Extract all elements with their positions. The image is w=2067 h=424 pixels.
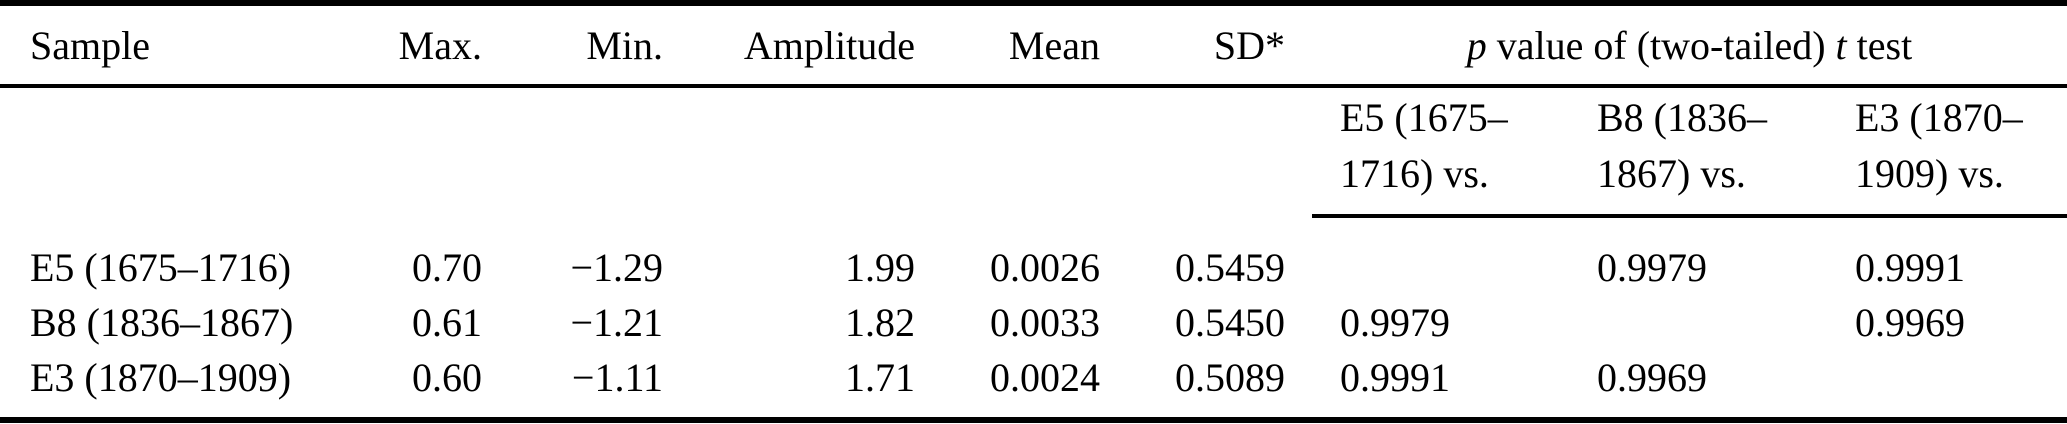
cell-min: −1.29 xyxy=(570,245,663,290)
col-header-p-value-group: p value of (two-tailed) t test xyxy=(1312,3,2067,88)
subheader-row: E5 (1675– 1716) vs. B8 (1836– 1867) vs. … xyxy=(0,86,2067,218)
table-body: E5 (1675–1716) 0.70 −1.29 1.99 0.0026 0.… xyxy=(0,216,2067,420)
subcol-e3-line1: E3 (1870– xyxy=(1855,95,2023,140)
cell-max: 0.61 xyxy=(412,300,482,345)
subheader-spacer xyxy=(0,86,1312,216)
cell-amplitude: 1.82 xyxy=(845,300,915,345)
col-header-amplitude: Amplitude xyxy=(663,3,915,88)
cell-p-vs-e3: 0.9991 xyxy=(1855,245,1965,290)
col-header-mean: Mean xyxy=(915,3,1100,88)
subcol-header-b8-vs: B8 (1836– 1867) vs. xyxy=(1569,86,1827,218)
subcol-e5-line1: E5 (1675– xyxy=(1340,95,1508,140)
p-italic: p xyxy=(1466,22,1487,68)
cell-sd: 0.5089 xyxy=(1175,355,1285,400)
t-italic: t xyxy=(1835,22,1847,68)
subcol-header-e3-vs: E3 (1870– 1909) vs. xyxy=(1827,86,2067,218)
cell-p-vs-e5 xyxy=(1312,216,1569,295)
table-header: Sample Max. Min. Amplitude Mean SD* p va… xyxy=(0,3,2067,218)
p-header-tail-text: test xyxy=(1846,22,1913,68)
table-row-e5: E5 (1675–1716) 0.70 −1.29 1.99 0.0026 0.… xyxy=(0,216,2067,295)
p-header-mid-text: value of (two-tailed) xyxy=(1486,22,1836,68)
subcol-e3-line2: 1909) vs. xyxy=(1855,151,2004,196)
col-header-sd: SD* xyxy=(1100,3,1312,88)
col-header-max: Max. xyxy=(360,3,482,88)
subcol-header-e5-vs: E5 (1675– 1716) vs. xyxy=(1312,86,1569,218)
cell-sd: 0.5450 xyxy=(1175,300,1285,345)
subcol-b8-line1: B8 (1836– xyxy=(1597,95,1767,140)
cell-max: 0.60 xyxy=(412,355,482,400)
cell-mean: 0.0024 xyxy=(990,355,1100,400)
cell-min: −1.21 xyxy=(570,300,663,345)
cell-max: 0.70 xyxy=(412,245,482,290)
cell-mean: 0.0033 xyxy=(990,300,1100,345)
cell-amplitude: 1.71 xyxy=(845,355,915,400)
table-row-e3: E3 (1870–1909) 0.60 −1.11 1.71 0.0024 0.… xyxy=(0,350,2067,420)
cell-sample: B8 (1836–1867) xyxy=(30,300,294,345)
cell-min: −1.11 xyxy=(571,355,663,400)
col-header-min: Min. xyxy=(482,3,663,88)
subcol-b8-line2: 1867) vs. xyxy=(1597,151,1746,196)
cell-sd: 0.5459 xyxy=(1175,245,1285,290)
header-row: Sample Max. Min. Amplitude Mean SD* p va… xyxy=(0,3,2067,88)
col-header-sample: Sample xyxy=(0,3,360,88)
cell-p-vs-e3: 0.9969 xyxy=(1855,300,1965,345)
subcol-e5-line2: 1716) vs. xyxy=(1340,151,1489,196)
cell-p-vs-b8: 0.9979 xyxy=(1597,245,1707,290)
cell-p-vs-b8 xyxy=(1569,295,1827,350)
table-row-b8: B8 (1836–1867) 0.61 −1.21 1.82 0.0033 0.… xyxy=(0,295,2067,350)
cell-sample: E5 (1675–1716) xyxy=(30,245,292,290)
cell-p-vs-e5: 0.9979 xyxy=(1340,300,1450,345)
cell-p-vs-e3 xyxy=(1827,350,2067,420)
cell-mean: 0.0026 xyxy=(990,245,1100,290)
cell-p-vs-e5: 0.9991 xyxy=(1340,355,1450,400)
cell-amplitude: 1.99 xyxy=(845,245,915,290)
cell-sample: E3 (1870–1909) xyxy=(30,355,292,400)
cell-p-vs-b8: 0.9969 xyxy=(1597,355,1707,400)
